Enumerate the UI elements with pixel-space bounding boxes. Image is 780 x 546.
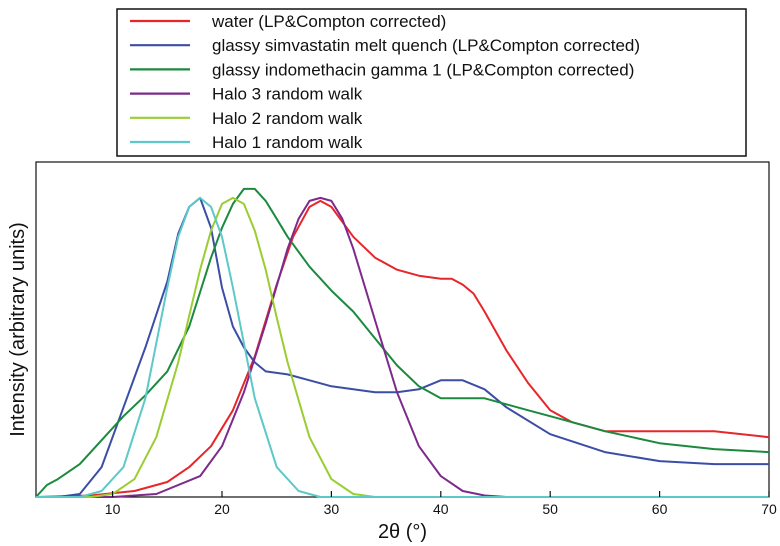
legend-label-2: glassy simvastatin melt quench (LP&Compt… xyxy=(212,36,640,55)
legend: water (LP&Compton corrected) glassy simva… xyxy=(116,8,747,157)
legend-label-3: glassy indomethacin gamma 1 (LP&Compton … xyxy=(212,60,634,79)
legend-label-5: Halo 2 random walk xyxy=(212,109,363,128)
plot-frame xyxy=(35,161,770,498)
series-line-5 xyxy=(36,196,769,498)
y-axis-title: Intensity (arbitrary units) xyxy=(7,222,29,437)
legend-label-1: water (LP&Compton corrected) xyxy=(211,12,446,31)
x-tick-label: 60 xyxy=(652,501,668,517)
series-layer xyxy=(35,187,770,498)
series-line-6 xyxy=(36,196,769,498)
series-line-1 xyxy=(35,199,770,498)
series-line-2 xyxy=(36,196,769,498)
x-tick-label: 20 xyxy=(214,501,230,517)
x-axis: 10 20 30 40 50 60 70 xyxy=(105,491,777,517)
x-tick-label: 70 xyxy=(761,501,777,517)
x-axis-title: 2θ (°) xyxy=(378,521,427,543)
legend-box xyxy=(116,8,747,157)
x-tick-label: 40 xyxy=(433,501,449,517)
x-tick-label: 10 xyxy=(105,501,121,517)
x-tick-label: 30 xyxy=(324,501,340,517)
x-tick-label: 50 xyxy=(542,501,558,517)
series-line-3 xyxy=(35,187,770,498)
legend-label-6: Halo 1 random walk xyxy=(212,133,363,152)
legend-label-4: Halo 3 random walk xyxy=(212,85,363,104)
